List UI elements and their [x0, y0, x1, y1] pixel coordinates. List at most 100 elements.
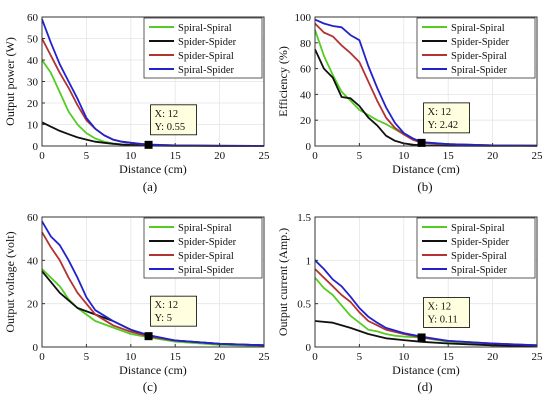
y-tick-label: 0	[306, 342, 312, 354]
legend: Spiral-Spiral Spider-Spider Spider-Spiral S…	[143, 217, 263, 279]
datatip-x-text: X: 12	[155, 300, 179, 311]
legend-label: Spiral-Spider	[178, 65, 234, 76]
axes-box	[41, 216, 265, 348]
legend-label: Spider-Spiral	[178, 51, 234, 62]
x-tick-label: 0	[39, 150, 45, 162]
x-tick-label: 20	[487, 351, 499, 363]
x-tick-label: 0	[312, 150, 318, 162]
y-tick-label: 0.5	[297, 299, 311, 311]
x-tick-label: 25	[259, 351, 271, 363]
panel-label: (a)	[143, 179, 157, 194]
datatip-marker	[417, 333, 426, 342]
legend-label: Spiral-Spiral	[451, 223, 505, 234]
x-tick-label: 25	[259, 150, 271, 162]
legend-label: Spider-Spider	[178, 237, 237, 248]
datatip-x-text: X: 12	[428, 107, 452, 118]
y-tick-label: 20	[27, 98, 39, 110]
legend-label: Spiral-Spiral	[178, 223, 232, 234]
y-axis-label: Output power (W)	[3, 37, 17, 126]
x-tick-label: 5	[357, 150, 363, 162]
chart-panel-1: 0 5 10 15 20 25 0 10 20 30 40 50 60 Distance (cm) Outp…	[3, 12, 270, 194]
legend-label: Spider-Spider	[178, 37, 237, 48]
series-line-spiral-spider	[314, 18, 538, 147]
y-tick-label: 100	[295, 12, 312, 24]
datatip-x-text: X: 12	[428, 301, 452, 312]
legend-label: Spider-Spiral	[178, 251, 234, 262]
y-axis-label: Output voltage (volt)	[3, 231, 17, 332]
x-tick-label: 0	[39, 351, 45, 363]
datatip-y-text: Y: 0.55	[155, 122, 186, 133]
series-line-spiral-spiral	[41, 268, 265, 347]
y-tick-label: 50	[27, 34, 39, 46]
datatip-marker	[417, 138, 426, 147]
datatip-x-text: X: 12	[155, 109, 179, 120]
axes-box	[314, 16, 538, 147]
x-tick-label: 15	[170, 351, 182, 363]
datatip-box	[423, 297, 470, 328]
y-tick-label: 20	[300, 115, 312, 127]
series-line-spiral-spider	[41, 220, 265, 347]
series-line-spiral-spider	[314, 259, 538, 347]
x-tick-label: 25	[532, 150, 544, 162]
y-axis-label: Efficiency (%)	[276, 46, 290, 117]
panel-label: (b)	[417, 179, 432, 194]
panel-label: (d)	[417, 379, 432, 394]
x-tick-label: 5	[84, 150, 90, 162]
y-tick-label: 60	[27, 212, 39, 224]
x-tick-label: 10	[398, 150, 410, 162]
datatip-box	[150, 104, 197, 136]
y-tick-label: 1	[306, 255, 312, 267]
x-tick-label: 15	[170, 150, 182, 162]
axes-box	[314, 216, 538, 348]
legend: Spiral-Spiral Spider-Spider Spider-Spiral S…	[416, 17, 536, 79]
y-tick-label: 80	[300, 38, 312, 50]
chart-panel-2: 0 5 10 15 20 25 0 20 40 60 80 100 Distance (cm) Effic…	[276, 12, 543, 194]
x-tick-label: 5	[357, 351, 363, 363]
datatip-box	[423, 102, 470, 134]
x-tick-label: 15	[443, 351, 455, 363]
x-tick-label: 0	[312, 351, 318, 363]
datatip-y-text: Y: 5	[155, 313, 172, 324]
datatip-y-text: Y: 2.42	[428, 120, 459, 131]
y-tick-label: 30	[27, 77, 39, 89]
x-axis-label: Distance (cm)	[119, 162, 187, 176]
y-tick-label: 20	[27, 299, 39, 311]
y-tick-label: 1.5	[297, 212, 311, 224]
y-tick-label: 10	[27, 120, 39, 132]
series-line-spiral-spider	[41, 18, 265, 147]
x-tick-label: 25	[532, 351, 544, 363]
x-tick-label: 5	[84, 351, 90, 363]
datatip-marker	[144, 140, 153, 149]
x-axis-label: Distance (cm)	[392, 363, 460, 377]
legend-label: Spiral-Spider	[178, 265, 234, 276]
y-tick-label: 0	[306, 141, 312, 153]
x-tick-label: 20	[487, 150, 499, 162]
y-tick-label: 40	[27, 255, 39, 267]
legend-label: Spiral-Spiral	[451, 23, 505, 34]
y-tick-label: 60	[27, 12, 39, 24]
chart-panel-4: 0 5 10 15 20 25 0 0.5 1 1.5 Distance (cm) Output cu…	[276, 212, 543, 394]
legend-label: Spider-Spiral	[451, 251, 507, 262]
legend: Spiral-Spiral Spider-Spider Spider-Spiral S…	[143, 17, 263, 79]
x-tick-label: 10	[125, 150, 137, 162]
y-axis-label: Output current (Amp.)	[276, 228, 290, 336]
x-tick-label: 15	[443, 150, 455, 162]
legend-label: Spider-Spiral	[451, 51, 507, 62]
series-line-spider-spider	[314, 320, 538, 347]
legend-label: Spider-Spider	[451, 37, 510, 48]
x-axis-label: Distance (cm)	[392, 162, 460, 176]
x-axis-label: Distance (cm)	[119, 363, 187, 377]
legend-label: Spider-Spider	[451, 237, 510, 248]
x-tick-label: 10	[125, 351, 137, 363]
x-tick-label: 20	[214, 351, 226, 363]
panel-label: (c)	[143, 379, 157, 394]
legend-label: Spiral-Spider	[451, 265, 507, 276]
datatip-marker	[144, 332, 153, 341]
y-tick-label: 40	[27, 55, 39, 67]
y-tick-label: 60	[300, 64, 312, 76]
y-tick-label: 40	[300, 89, 312, 101]
legend-label: Spiral-Spider	[451, 65, 507, 76]
datatip-box	[150, 295, 197, 327]
x-tick-label: 10	[398, 351, 410, 363]
